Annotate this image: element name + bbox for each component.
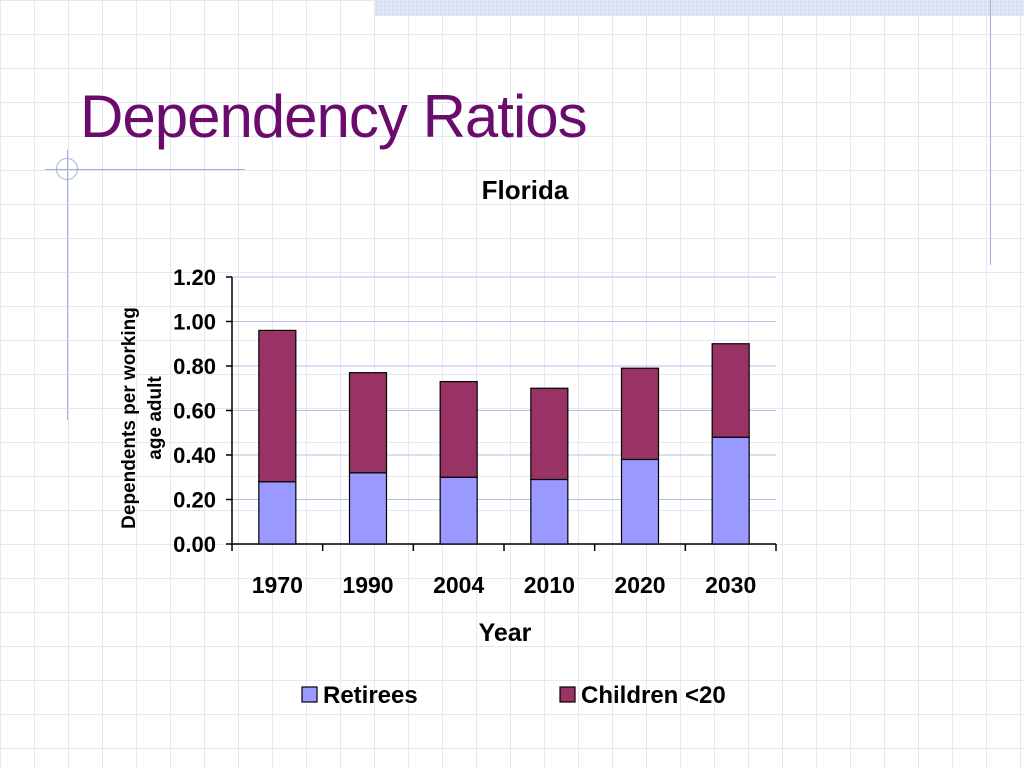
legend-swatch: [559, 686, 576, 703]
legend-swatch: [301, 686, 318, 703]
legend: Retirees Children <20: [301, 682, 726, 709]
x-axis-label: Year: [479, 619, 532, 647]
y-axis-label-line-1: Dependents per working: [119, 307, 140, 529]
bar-children-20: [530, 387, 569, 481]
decorative-horizontal-line: [45, 169, 245, 170]
bar-children-20: [711, 343, 750, 438]
bar-children-20: [258, 329, 297, 483]
bar-retirees: [620, 458, 660, 545]
bar-retirees: [258, 481, 297, 545]
chart-title: Florida: [482, 175, 569, 205]
bar-children-20: [620, 367, 660, 461]
x-tick-label: 2020: [614, 572, 665, 598]
legend-label: Children <20: [581, 682, 726, 709]
bar-children-20: [348, 372, 388, 474]
y-tick-label: 0.00: [173, 532, 216, 557]
top-decorative-band: [375, 0, 1024, 16]
plot-area: 0.00 0.20 0.40 0.60 0.80 1.00 1.20 1970 1990 2004…: [173, 265, 777, 598]
decorative-vertical-line-left: [67, 150, 68, 420]
legend-label: Retirees: [323, 682, 418, 709]
bar-retirees: [530, 478, 569, 545]
y-tick-label: 1.00: [173, 310, 216, 335]
x-tick-label: 2010: [524, 572, 575, 598]
x-tick-label: 1970: [252, 572, 303, 598]
y-tick-label: 1.20: [173, 265, 216, 290]
bar-retirees: [348, 472, 388, 545]
x-tick-label: 1990: [342, 572, 393, 598]
x-tick-label: 2030: [705, 572, 756, 598]
bar-retirees: [439, 476, 478, 545]
y-axis-label: Dependents per working age adult: [119, 307, 166, 529]
bar-children-20: [439, 380, 478, 478]
bar-retirees: [711, 436, 750, 545]
decorative-vertical-line-right: [990, 0, 991, 265]
y-tick-label: 0.60: [173, 399, 216, 424]
slide-title: Dependency Ratios: [80, 83, 588, 150]
y-tick-label: 0.40: [173, 443, 216, 468]
y-tick-label: 0.80: [173, 354, 216, 379]
y-axis-label-line-2: age adult: [145, 376, 166, 460]
decorative-circle: [56, 158, 78, 180]
y-tick-label: 0.20: [173, 488, 216, 513]
x-tick-label: 2004: [433, 572, 484, 598]
